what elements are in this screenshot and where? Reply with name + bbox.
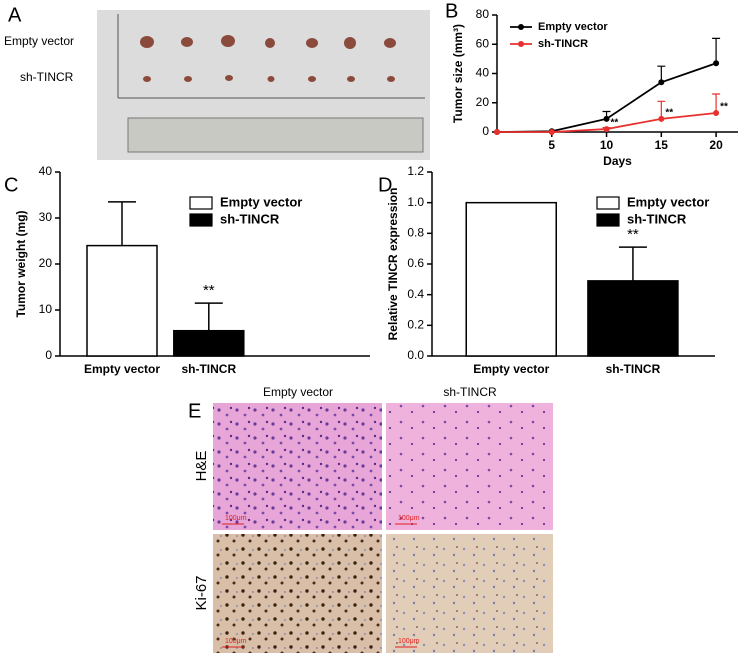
micrograph: [386, 534, 553, 653]
legend-swatch: [189, 213, 213, 227]
point: [658, 79, 665, 86]
x-tick-label: sh-TINCR: [606, 362, 661, 376]
y-tick-label: 40: [39, 164, 53, 178]
x-tick-label: sh-TINCR: [181, 362, 236, 376]
legend-label: Empty vector: [220, 194, 302, 209]
legend-label: Empty vector: [538, 21, 608, 33]
legend-swatch: [596, 196, 620, 210]
x-tick-label: Empty vector: [84, 362, 160, 376]
error-bar: [712, 37, 721, 64]
annotation: **: [203, 282, 215, 299]
y-tick-label: 0.4: [407, 287, 424, 301]
y-tick-label: 0.8: [407, 226, 424, 240]
y-axis-title: Relative TINCR expression: [386, 188, 400, 341]
y-tick-label: 60: [476, 36, 490, 50]
x-tick-label: 15: [655, 138, 669, 152]
y-tick-label: 20: [39, 256, 53, 270]
y-axis-title: Tumor size (mm³): [451, 24, 465, 123]
micrograph: [213, 534, 382, 653]
bar: [465, 201, 557, 357]
annotation: **: [720, 102, 728, 113]
y-tick-label: 0: [45, 348, 52, 362]
legend-label: sh-TINCR: [538, 38, 588, 50]
panel-label: D: [378, 174, 392, 196]
error-bar: [194, 302, 223, 331]
row-label: sh-TINCR: [20, 70, 74, 84]
legend-label: sh-TINCR: [627, 211, 687, 226]
legend-label: Empty vector: [627, 194, 709, 209]
scale-bar-label: 100μm: [225, 638, 247, 645]
row-label: Ki-67: [193, 575, 210, 610]
point: [494, 129, 500, 135]
y-tick-label: 0: [482, 124, 489, 138]
x-tick-label: Empty vector: [473, 362, 549, 376]
y-tick-label: 10: [39, 302, 53, 316]
panel-label: C: [4, 174, 18, 196]
y-tick-label: 0.0: [407, 348, 424, 362]
error-bar: [618, 246, 647, 281]
row-label: H&E: [193, 451, 210, 482]
x-tick-label: 10: [600, 138, 614, 152]
legend-marker: [518, 41, 524, 47]
y-tick-label: 30: [39, 210, 53, 224]
legend-swatch: [189, 196, 213, 210]
x-tick-label: 20: [709, 138, 723, 152]
y-tick-label: 1.2: [407, 164, 424, 178]
column-label: Empty vector: [263, 385, 333, 399]
annotation: **: [665, 107, 673, 118]
panel-label: B: [445, 0, 458, 22]
legend-label: sh-TINCR: [220, 211, 280, 226]
point: [658, 115, 665, 122]
y-tick-label: 20: [476, 95, 490, 109]
photo: [97, 10, 430, 160]
annotation: **: [611, 118, 619, 129]
y-tick-label: 1.0: [407, 195, 424, 209]
scale-bar-label: 100μm: [398, 638, 420, 645]
bar: [587, 280, 679, 357]
scale-bars: 100μm 100μm 100μm 100μm: [222, 515, 420, 648]
y-tick-label: 0.2: [407, 318, 424, 332]
y-axis-title: Tumor weight (mg): [14, 210, 28, 317]
micrograph: [386, 403, 553, 530]
point: [548, 129, 555, 135]
y-tick-label: 40: [476, 66, 490, 80]
annotation: **: [627, 226, 639, 243]
scale-bar-label: 100μm: [398, 515, 420, 522]
point: [603, 126, 610, 133]
micrograph: [213, 403, 382, 530]
panel-label: E: [188, 400, 201, 422]
legend-swatch: [596, 213, 620, 227]
scale-bar-label: 100μm: [225, 515, 247, 522]
point: [603, 115, 610, 122]
x-axis-title: Days: [603, 154, 632, 168]
y-tick-label: 0.6: [407, 256, 424, 270]
y-tick-label: 80: [476, 7, 490, 21]
bar: [86, 244, 158, 357]
point: [713, 60, 720, 67]
bar: [173, 329, 245, 357]
error-bar: [108, 201, 136, 246]
error-bar: [712, 93, 721, 113]
column-label: sh-TINCR: [443, 385, 497, 399]
panel-label: A: [8, 4, 22, 26]
x-tick-label: 5: [548, 138, 555, 152]
legend-marker: [518, 24, 524, 30]
row-label: Empty vector: [4, 34, 74, 48]
point: [713, 109, 720, 116]
